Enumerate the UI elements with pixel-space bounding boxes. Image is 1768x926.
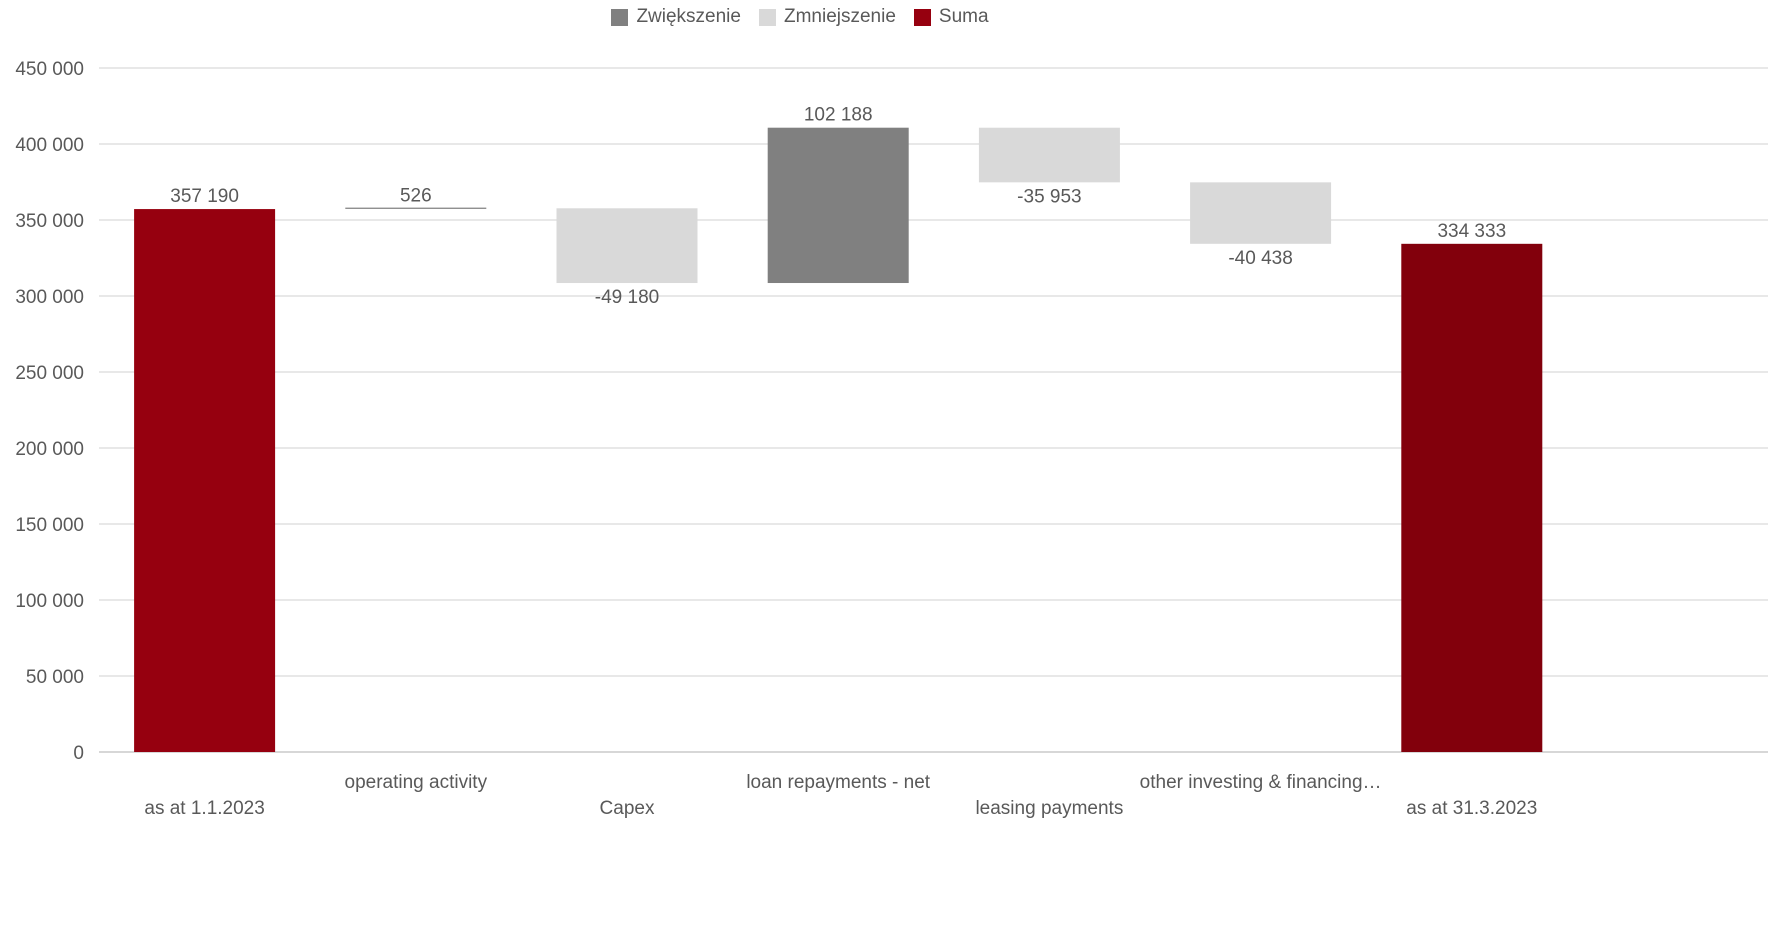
legend-item-increase: Zwiększenie [611,6,741,28]
y-tick-label: 250 000 [15,363,84,384]
legend-swatch-total [913,8,931,26]
y-tick-label: 300 000 [15,287,84,308]
x-category-label: as at 1.1.2023 [144,798,264,819]
total-bar [134,209,276,753]
chart-legend: Zwiększenie Zmniejszenie Suma [0,6,1600,28]
increase-bar [767,127,909,284]
y-tick-label: 450 000 [15,59,84,80]
total-bar [1401,243,1543,752]
value-label: -49 180 [595,287,659,308]
x-axis-category-labels: as at 1.1.2023 operating activity Capex loa… [144,772,1537,819]
y-axis-tick-labels: 0 50 000 100 000 150 000 200 000 250 000 300 0… [15,59,84,764]
decrease-bar [1190,182,1332,244]
legend-swatch-increase [611,8,629,26]
y-tick-label: 200 000 [15,439,84,460]
x-category-label: leasing payments [975,798,1123,819]
legend-label-total: Suma [938,6,989,27]
legend-label-decrease: Zmniejszenie [783,6,896,27]
x-category-label: operating activity [345,772,488,793]
y-tick-label: 0 [73,743,84,764]
y-tick-label: 100 000 [15,591,84,612]
legend-label-increase: Zwiększenie [636,6,741,27]
legend-swatch-decrease [758,8,776,26]
y-tick-label: 400 000 [15,135,84,156]
decrease-bar [556,208,698,284]
y-tick-label: 50 000 [26,667,84,688]
value-label: 334 333 [1437,221,1506,242]
x-category-label: Capex [600,798,655,819]
y-tick-label: 150 000 [15,515,84,536]
x-category-label: loan repayments - net [746,772,930,793]
bars [134,127,1543,753]
legend-item-total: Suma [913,6,989,28]
decrease-bar [978,127,1120,183]
value-label: -35 953 [1017,186,1081,207]
x-category-label: other investing & financing… [1140,772,1382,793]
x-category-label: as at 31.3.2023 [1406,798,1537,819]
data-labels: 357 190 526 -49 180 102 188 -35 953 -40 438 33… [170,105,1506,308]
value-label: 102 188 [804,105,873,126]
value-label: -40 438 [1228,248,1292,269]
value-label: 357 190 [170,186,239,207]
value-label: 526 [400,185,432,206]
y-tick-label: 350 000 [15,211,84,232]
legend-item-decrease: Zmniejszenie [758,6,896,28]
